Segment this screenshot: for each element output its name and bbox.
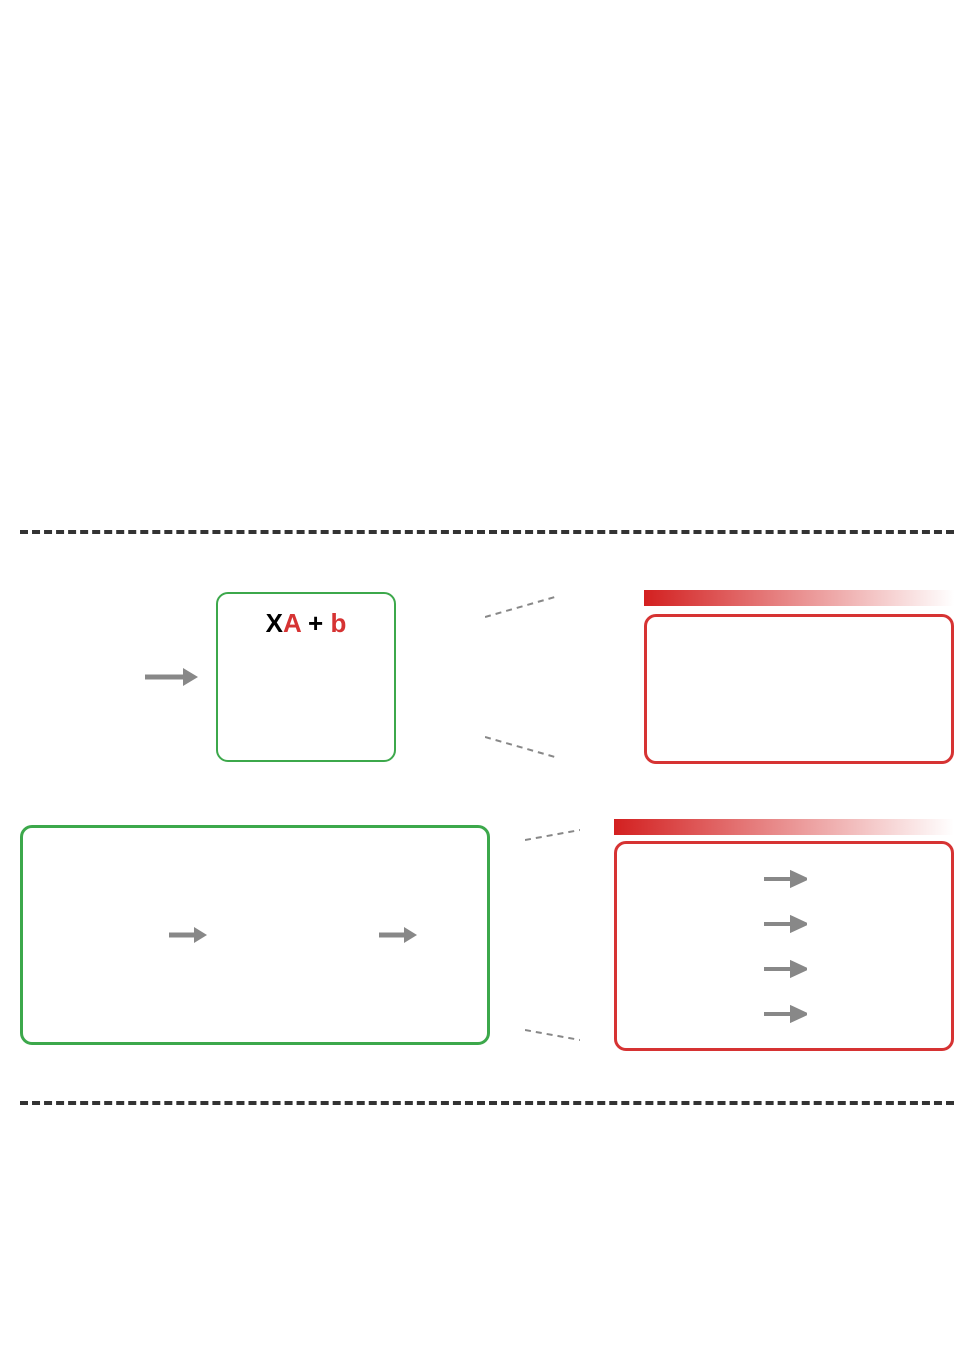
arrow-icon (377, 923, 417, 947)
importance-gradient (614, 819, 954, 835)
y-vector-icon (432, 840, 454, 1025)
divider-1 (20, 530, 954, 534)
local-expl-block (614, 819, 954, 1051)
dashed-connector (485, 592, 555, 762)
panel-a (0, 0, 974, 520)
importance-gradient (644, 590, 954, 606)
global-expl-box (644, 614, 954, 764)
arrow-icon (167, 923, 207, 947)
formula: XA + b (266, 608, 347, 639)
neural-network-icon (222, 850, 362, 1020)
explanation-matrix-icon (817, 854, 912, 1039)
multi-arrow-icon (762, 854, 807, 1039)
panel-b: XA + b (0, 544, 974, 1091)
divider-2 (20, 1101, 954, 1105)
vector-b-icon (829, 631, 853, 741)
nn-box (20, 825, 490, 1045)
legend-ex (375, 1145, 465, 1165)
local-expl-box (614, 841, 954, 1051)
explanation-palette-icon (375, 1145, 455, 1165)
legend-dp (245, 1145, 335, 1165)
data-matrix-icon (657, 854, 752, 1039)
scatter-plot-icon (241, 645, 371, 745)
arrow-icon (143, 662, 198, 692)
model-explanation-table (614, 15, 954, 23)
vector-a-icon (745, 631, 769, 741)
data-palette-icon (245, 1145, 325, 1165)
global-expl-block (644, 590, 954, 764)
data-matrix-icon (20, 574, 125, 774)
scatter-plot-icon (130, 1130, 195, 1180)
legend-nn (20, 1130, 90, 1180)
linreg-box: XA + b (216, 592, 396, 762)
intrinsic-row: XA + b (20, 574, 954, 779)
triangle-svg (40, 10, 560, 490)
dashed-connector (525, 825, 580, 1045)
legend-lr (130, 1130, 205, 1180)
extrinsic-row (20, 819, 954, 1051)
legend (0, 1115, 974, 1195)
triangle-chart (40, 10, 560, 490)
neural-network-icon (20, 1130, 80, 1180)
data-matrix-icon (57, 840, 152, 1025)
